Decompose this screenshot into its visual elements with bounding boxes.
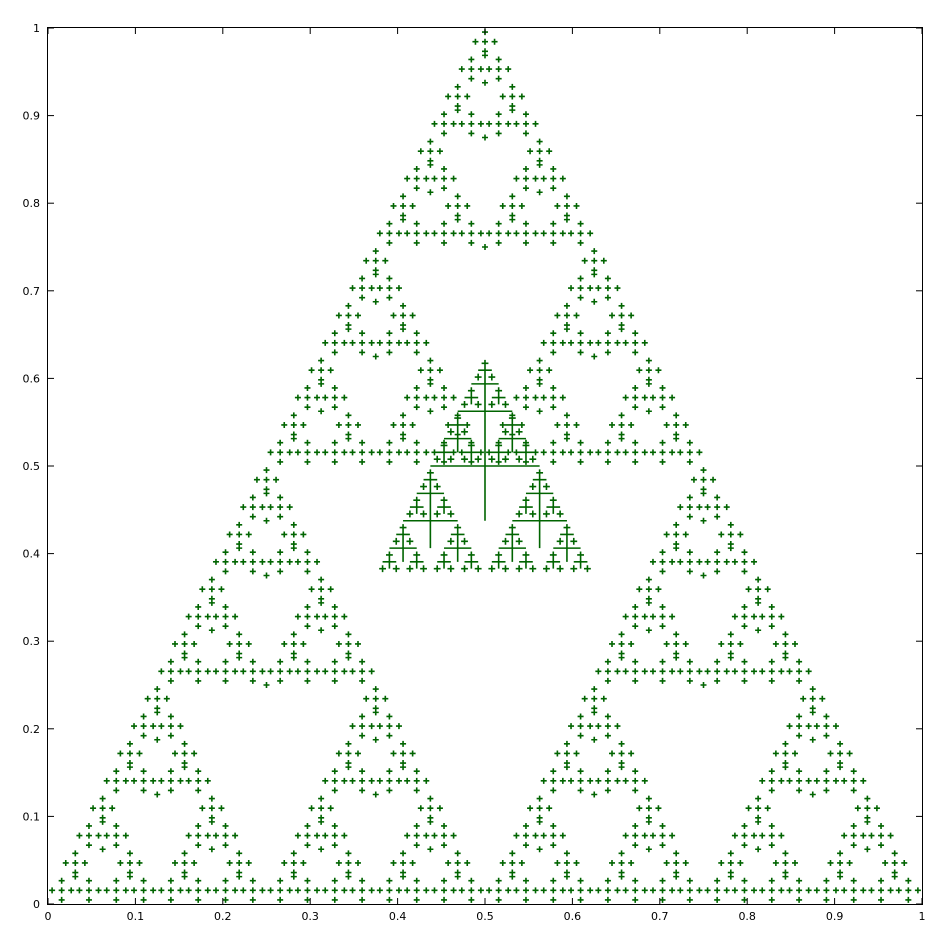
y-tick-label: 0.5 [23, 460, 41, 473]
y-tick-label: 0.3 [23, 635, 41, 648]
y-tick-label: 0 [33, 898, 40, 911]
x-tick-label: 0 [45, 910, 52, 923]
x-tick-label: 0.6 [564, 910, 582, 923]
x-tick-label: 0.7 [651, 910, 669, 923]
x-tick-label: 0.4 [389, 910, 407, 923]
y-tick-label: 0.6 [23, 372, 41, 385]
y-tick-label: 0.1 [23, 810, 41, 823]
y-axis: 0 0.1 0.2 0.3 0.4 0.5 0.6 0.7 0.8 0.9 1 [23, 22, 922, 911]
y-tick-label: 0.2 [23, 723, 41, 736]
x-axis: 0 0.1 0.2 0.3 0.4 0.5 0.6 0.7 0.8 0.9 1 [45, 28, 926, 923]
x-tick-label: 0.8 [738, 910, 756, 923]
x-tick-label: 0.2 [214, 910, 232, 923]
x-tick-label: 1 [919, 910, 926, 923]
x-tick-label: 0.1 [127, 910, 145, 923]
y-tick-label: 0.4 [23, 548, 41, 561]
y-tick-label: 1 [33, 22, 40, 35]
x-tick-label: 0.3 [301, 910, 319, 923]
y-tick-label: 0.8 [23, 197, 41, 210]
fractal-series-points [49, 29, 921, 903]
x-tick-label: 0.9 [826, 910, 844, 923]
x-tick-label: 0.5 [476, 910, 494, 923]
plot-points [49, 29, 921, 903]
y-tick-label: 0.7 [23, 285, 41, 298]
plot-frame [47, 27, 923, 905]
y-tick-label: 0.9 [23, 110, 41, 123]
